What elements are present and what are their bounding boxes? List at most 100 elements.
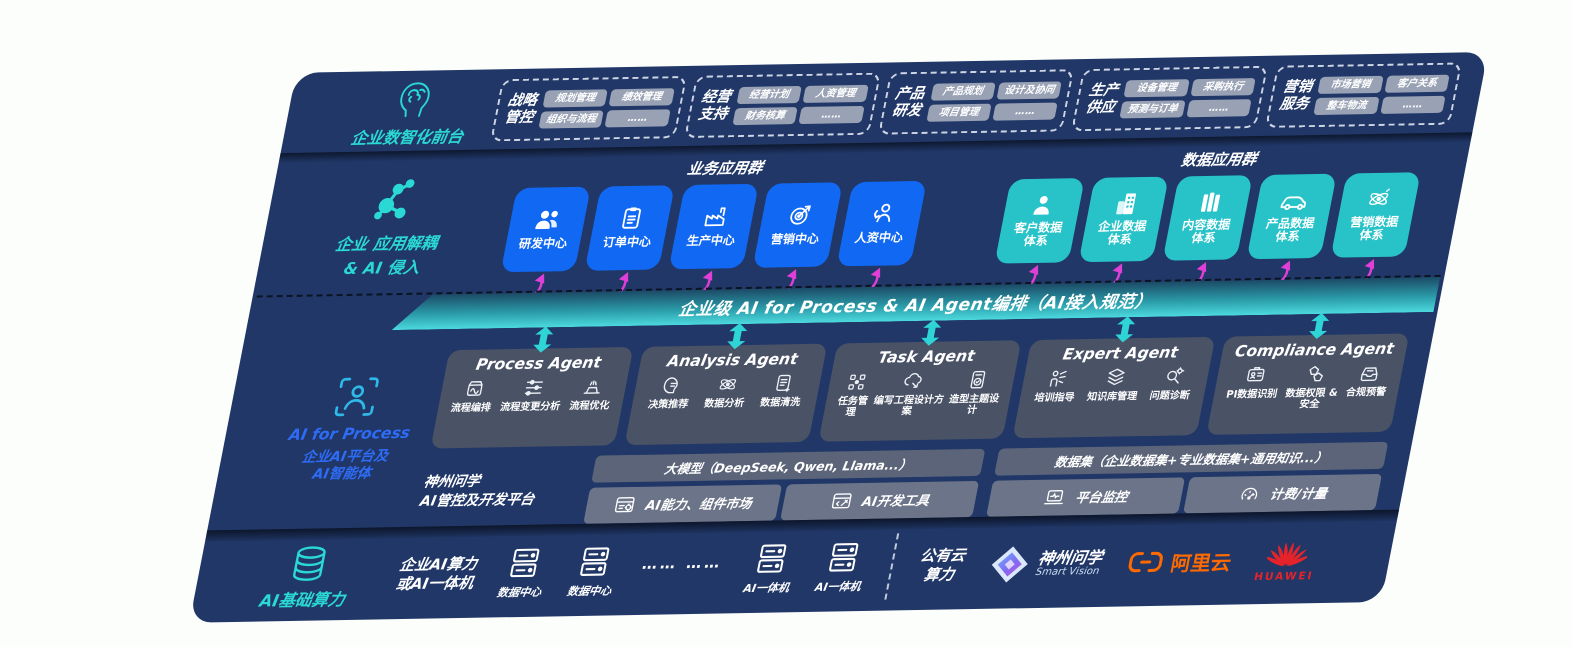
front-group-operation: 经营 支持 经营计划 人资管理 财务核算 …… bbox=[683, 72, 881, 139]
data-box-label: 营销数据 体系 bbox=[1348, 214, 1400, 243]
agent-card-analysis[interactable]: Analysis Agent 决策推荐 bbox=[624, 343, 828, 445]
flow-orchestration-icon bbox=[466, 380, 483, 396]
vendor-smart-vision[interactable]: 神州问学 Smart Vision bbox=[985, 543, 1105, 585]
cell-metering[interactable]: 计费/计量 bbox=[1183, 473, 1383, 514]
cell-label: 平台监控 bbox=[1073, 490, 1129, 507]
front-chip[interactable]: 客户关系 bbox=[1383, 74, 1450, 93]
front-chip[interactable]: 经营计划 bbox=[736, 86, 802, 105]
car-icon bbox=[1280, 195, 1307, 210]
cell-components-market[interactable]: AI能力、组件市场 bbox=[583, 484, 783, 524]
infra-label: AI基础算力 bbox=[257, 589, 347, 611]
app-box-label: 生产中心 bbox=[685, 233, 737, 249]
front-chip[interactable]: 预测与订单 bbox=[1119, 100, 1186, 119]
front-chip[interactable]: …… bbox=[798, 106, 865, 125]
front-chip[interactable]: 规划管理 bbox=[542, 89, 609, 108]
data-box-label: 内容数据 体系 bbox=[1180, 217, 1232, 246]
platform-row: 神州问学 AI管控及开发平台 大模型（DeepSeek, Qwen, Llama… bbox=[415, 438, 1389, 527]
styling-theme-icon bbox=[970, 370, 986, 389]
front-chip[interactable]: …… bbox=[604, 109, 671, 128]
flow-optimization-icon bbox=[583, 380, 601, 394]
server-icon bbox=[580, 547, 610, 577]
clipboard-icon bbox=[622, 207, 641, 230]
app-box-label: 营销中心 bbox=[769, 232, 821, 247]
front-chip[interactable]: 项目管理 bbox=[925, 103, 992, 122]
data-box-content[interactable]: 内容数据 体系 bbox=[1162, 174, 1253, 261]
model-bar: 大模型（DeepSeek, Qwen, Llama...） bbox=[591, 448, 986, 483]
double-arrow-icon bbox=[921, 319, 942, 346]
agent-item-label: 数据分析 bbox=[703, 397, 746, 410]
double-arrow-icon bbox=[533, 326, 554, 353]
front-stage-label: 企业数智化前台 bbox=[349, 127, 466, 149]
front-chip[interactable]: …… bbox=[992, 102, 1059, 121]
agent-item-label: 编写工程设计方案 bbox=[872, 394, 945, 418]
agent-item-label: 造型主题设计 bbox=[948, 393, 1001, 417]
front-chip[interactable]: 产品规划 bbox=[930, 82, 996, 101]
front-chip[interactable]: 组织与流程 bbox=[538, 110, 605, 129]
data-box-product[interactable]: 产品数据 体系 bbox=[1246, 173, 1337, 260]
data-app-group: 数据应用群 客户数据 体系 bbox=[992, 145, 1427, 305]
person-icon bbox=[1033, 195, 1049, 215]
vendor-aliyun[interactable]: 阿里云 bbox=[1124, 546, 1234, 577]
node-ai-appliance-1: AI一体机 bbox=[742, 542, 798, 597]
compliance-alert-icon bbox=[1360, 367, 1378, 381]
huawei-logo bbox=[1265, 542, 1311, 567]
ai-for-process-label: AI for Process bbox=[287, 423, 412, 444]
front-chip[interactable]: 绩效管理 bbox=[608, 88, 675, 107]
data-box-label: 客户数据 体系 bbox=[1013, 219, 1064, 249]
agent-item-label: 决策推荐 bbox=[647, 398, 690, 411]
data-box-customer[interactable]: 客户数据 体系 bbox=[994, 177, 1085, 264]
data-box-enterprise[interactable]: 企业数据 体系 bbox=[1078, 176, 1169, 263]
agent-item-label: 问题诊断 bbox=[1148, 389, 1191, 402]
front-group-strategy: 战略 管控 规划管理 绩效管理 组织与流程 …… bbox=[490, 76, 687, 142]
platform-label: 神州问学 AI管控及开发平台 bbox=[418, 473, 536, 510]
agent-item-label: 知识库管理 bbox=[1085, 390, 1139, 403]
vendor-huawei[interactable]: HUAWEI bbox=[1253, 537, 1321, 583]
front-chip[interactable]: …… bbox=[1186, 99, 1252, 118]
ai-band-label: 企业级 AI for Process & AI Agent编排（AI接入规范） bbox=[676, 291, 1155, 321]
front-chip[interactable]: …… bbox=[1379, 95, 1446, 115]
vendor-name: HUAWEI bbox=[1252, 570, 1315, 584]
ai-platform-label-block: AI for Process 企业AI平台及 AI智能体 bbox=[247, 328, 454, 530]
app-box-order-center[interactable]: 订单中心 bbox=[584, 185, 675, 271]
front-chip[interactable]: 财务核算 bbox=[732, 107, 798, 126]
vendor-name: 神州问学 bbox=[1036, 547, 1105, 568]
public-cloud-label: 公有云 算力 bbox=[918, 546, 968, 585]
app-box-marketing-center[interactable]: 营销中心 bbox=[752, 182, 843, 268]
app-box-production-center[interactable]: 生产中心 bbox=[668, 183, 759, 270]
data-box-marketing[interactable]: 营销数据 体系 bbox=[1330, 172, 1421, 258]
agent-card-expert[interactable]: Expert Agent 培训指导 bbox=[1012, 336, 1216, 439]
data-box-label: 产品数据 体系 bbox=[1264, 215, 1316, 245]
cell-dev-tools[interactable]: AI开发工具 bbox=[780, 480, 980, 521]
data-box-label: 企业数据 体系 bbox=[1096, 218, 1148, 248]
app-box-rd-center[interactable]: 研发中心 bbox=[500, 186, 591, 273]
agent-card-process[interactable]: Process Agent 流程编排 bbox=[430, 346, 634, 449]
agent-card-compliance[interactable]: Compliance Agent PI数据识别 bbox=[1206, 333, 1410, 435]
front-chip[interactable]: 设备管理 bbox=[1123, 79, 1190, 98]
task-management-icon bbox=[847, 374, 866, 390]
front-group-product-rd: 产品 研发 产品规划 设计及协同 项目管理 …… bbox=[877, 69, 1075, 135]
flow-change-analysis-icon bbox=[524, 379, 544, 396]
front-group-title: 产品 研发 bbox=[890, 85, 927, 120]
face-scan-icon bbox=[334, 376, 379, 416]
business-app-group: 业务应用群 研发中心 bbox=[498, 154, 933, 313]
front-chip[interactable]: 市场营销 bbox=[1317, 75, 1384, 95]
app-box-hr-center[interactable]: 人资中心 bbox=[836, 180, 927, 267]
node-label: 数据中心 bbox=[495, 586, 543, 600]
ai-platform-section: AI for Process 企业AI平台及 AI智能体 Process Age… bbox=[207, 311, 1437, 531]
front-chip[interactable]: 设计及协同 bbox=[996, 81, 1063, 100]
agent-item-label: 流程编排 bbox=[449, 402, 492, 414]
node-datacenter-2: 数据中心 bbox=[566, 545, 621, 600]
front-group-title: 营销 服务 bbox=[1278, 78, 1314, 113]
decouple-molecule-icon bbox=[374, 179, 415, 220]
app-box-label: 人资中心 bbox=[853, 230, 905, 246]
training-guide-icon bbox=[1050, 370, 1068, 387]
agent-card-task[interactable]: Task Agent 任务管理 bbox=[818, 339, 1022, 442]
front-stage-groups: 战略 管控 规划管理 绩效管理 组织与流程 …… 经营 支持 经营计划 人资管理… bbox=[490, 62, 1463, 142]
vendor-name: 阿里云 bbox=[1168, 550, 1234, 576]
front-chip[interactable]: 人资管理 bbox=[802, 84, 869, 104]
cell-platform-monitor[interactable]: 平台监控 bbox=[986, 477, 1186, 517]
front-chip[interactable]: 整车物流 bbox=[1313, 97, 1380, 116]
node-label: AI一体机 bbox=[742, 581, 791, 596]
components-market-icon bbox=[614, 496, 635, 513]
front-chip[interactable]: 采购执行 bbox=[1190, 78, 1256, 97]
